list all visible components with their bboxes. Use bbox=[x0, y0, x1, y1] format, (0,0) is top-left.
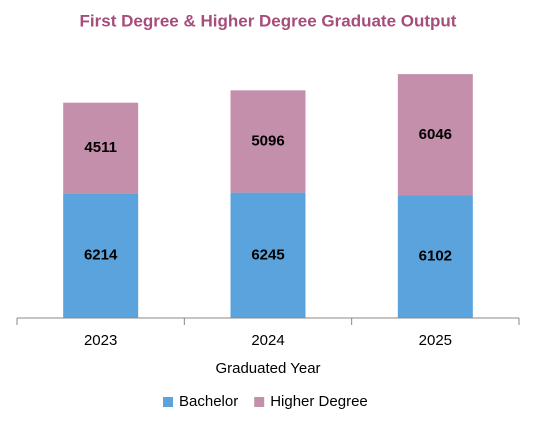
legend-label: Bachelor bbox=[179, 393, 238, 410]
legend-swatch bbox=[254, 397, 265, 407]
data-label: 6102 bbox=[419, 248, 452, 265]
x-tick-label: 2025 bbox=[419, 332, 452, 349]
x-tick-label: 2024 bbox=[251, 332, 284, 349]
legend-swatch bbox=[163, 397, 173, 407]
data-label: 6245 bbox=[251, 246, 284, 263]
x-axis-title: Graduated Year bbox=[215, 360, 320, 377]
bar-segment bbox=[397, 195, 473, 318]
data-label: 6214 bbox=[84, 247, 118, 264]
data-label: 6046 bbox=[419, 126, 452, 143]
bar-segment bbox=[397, 74, 473, 196]
legend-label: Higher Degree bbox=[270, 393, 368, 410]
bar-segment bbox=[230, 192, 306, 318]
bar-segment bbox=[63, 193, 139, 318]
bar-segment bbox=[63, 102, 139, 194]
data-label: 5096 bbox=[251, 132, 284, 149]
data-label: 4511 bbox=[84, 139, 117, 156]
x-tick-label: 2023 bbox=[84, 332, 117, 349]
chart-title: First Degree & Higher Degree Graduate Ou… bbox=[80, 11, 457, 30]
bar-segment bbox=[230, 90, 306, 193]
